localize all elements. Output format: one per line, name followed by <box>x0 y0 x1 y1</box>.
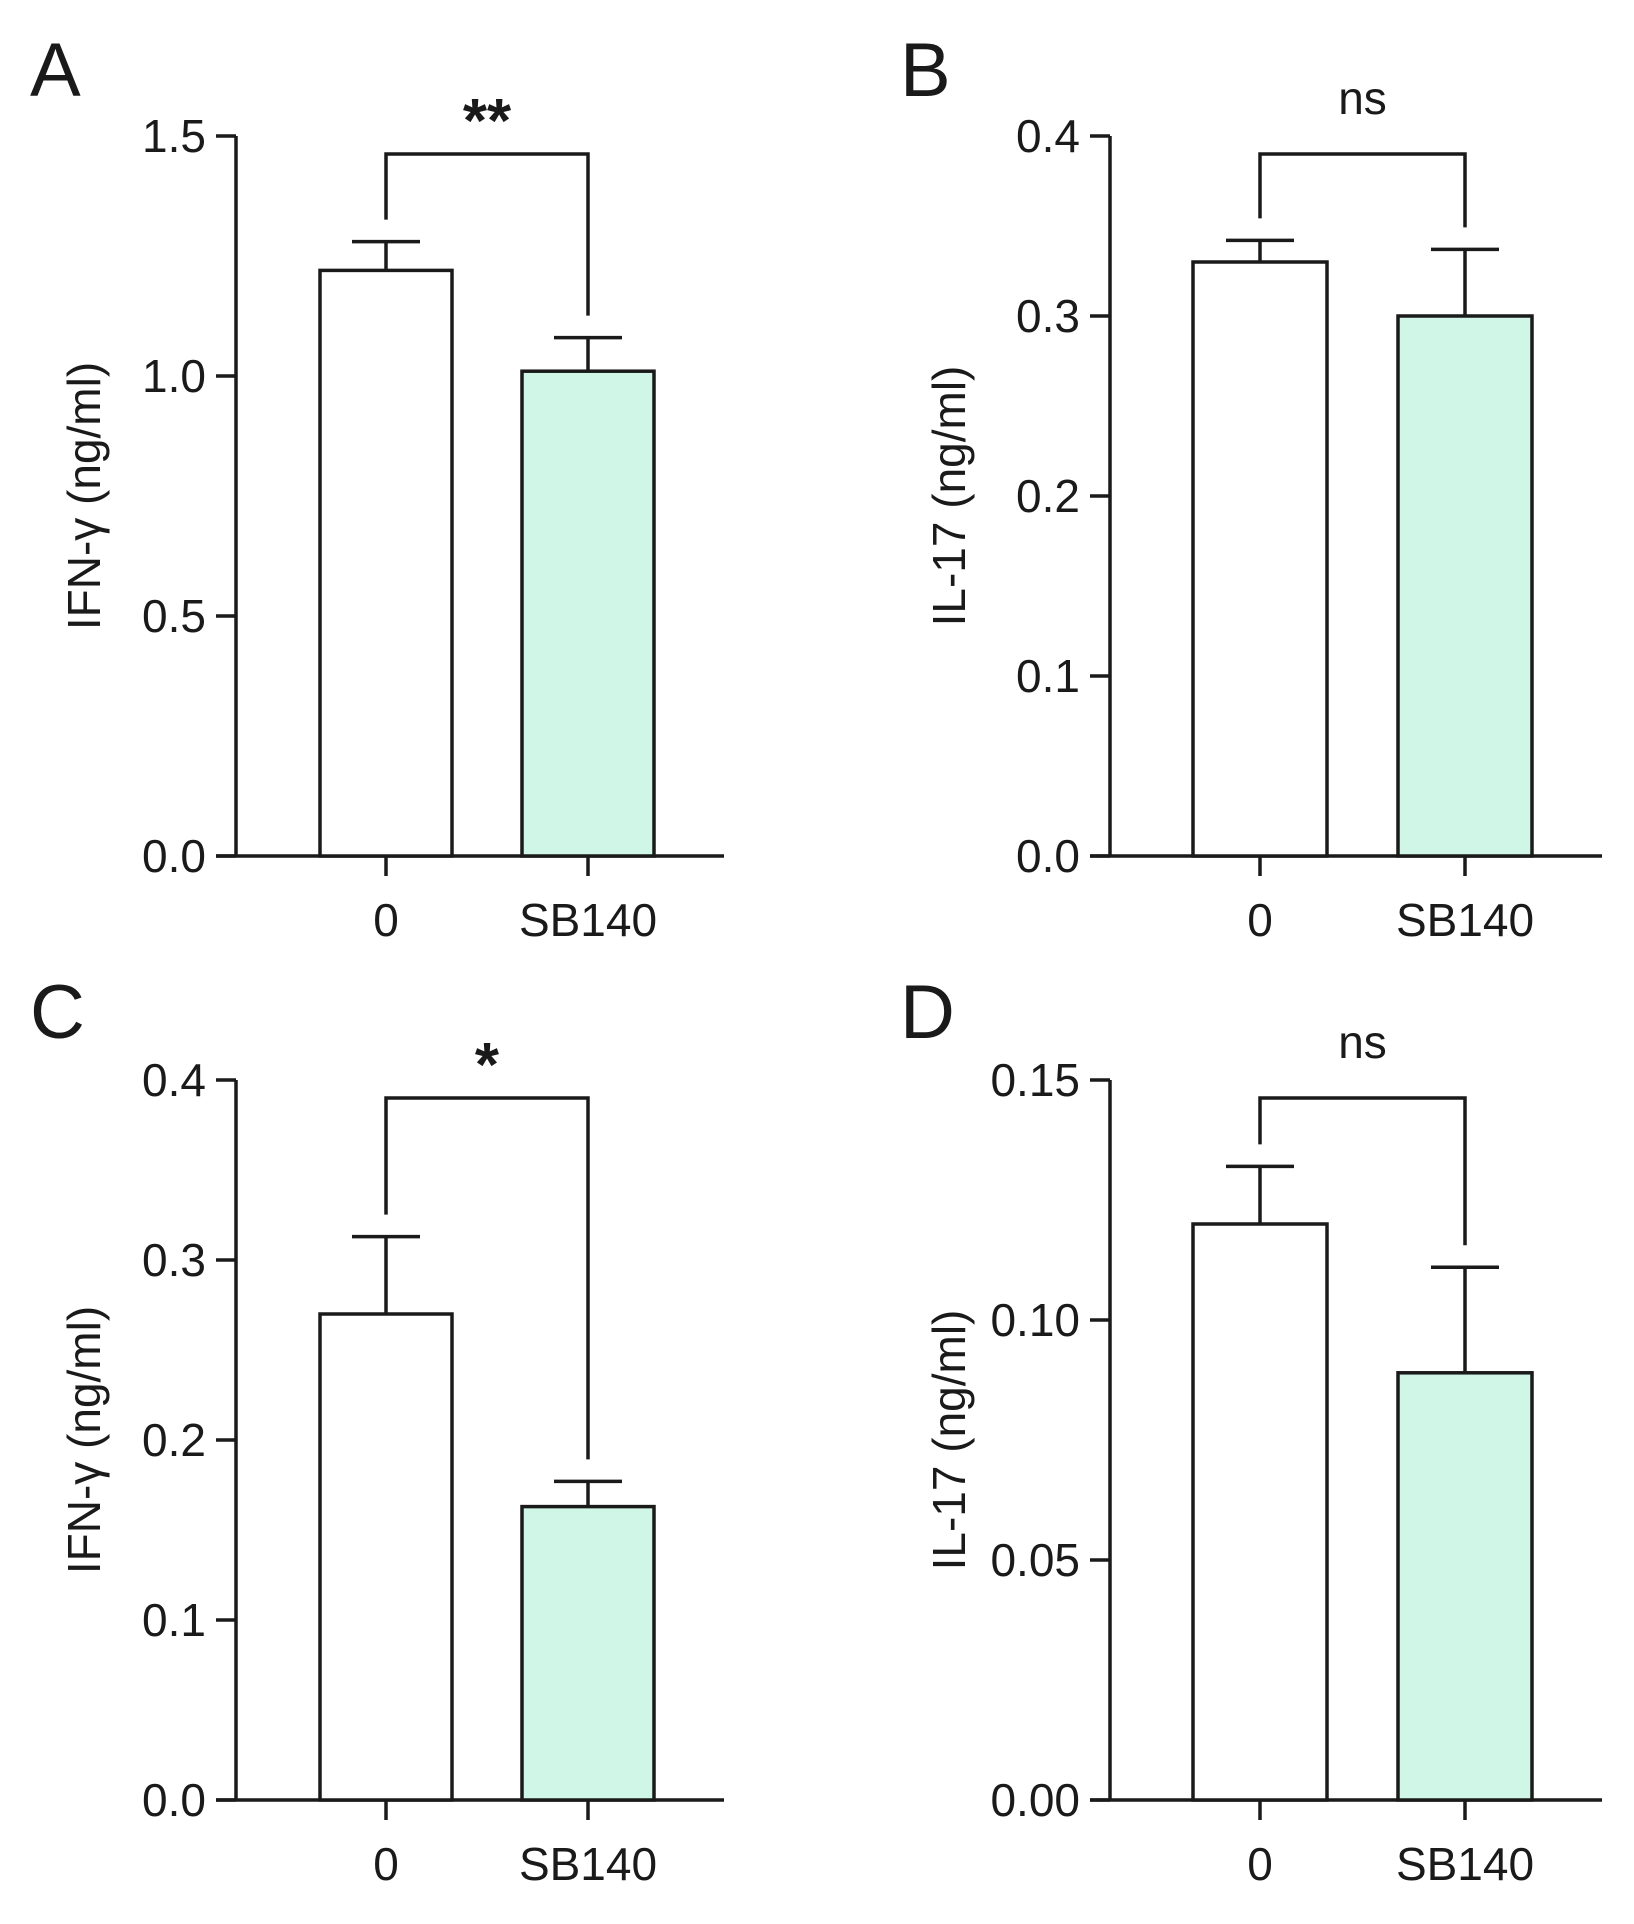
bar-sb140 <box>1396 314 1534 858</box>
significance-label: ns <box>1338 1016 1387 1068</box>
x-tick-label: 0 <box>1247 1838 1273 1890</box>
x-tick-label: 0 <box>1247 894 1273 946</box>
x-tick-label: SB140 <box>1396 1838 1534 1890</box>
bar-sb140 <box>520 1504 656 1802</box>
y-tick-label: 0.15 <box>990 1054 1080 1106</box>
panel-d: D 0.00 0.05 0.10 0.15 IL-17 (ng/ml) 0 SB140 ns <box>900 970 1602 1890</box>
y-tick-label: 0.1 <box>1016 650 1080 702</box>
bar-sb140 <box>520 369 656 858</box>
x-tick-label: SB140 <box>519 1838 657 1890</box>
significance-bracket <box>1258 1096 1467 1246</box>
significance-bracket <box>1258 152 1467 228</box>
y-tick-label: 0.00 <box>990 1774 1080 1826</box>
significance-label: ** <box>463 87 512 156</box>
y-axis-title: IFN-γ (ng/ml) <box>58 1306 110 1574</box>
x-tick-label: SB140 <box>1396 894 1534 946</box>
y-axis-title: IFN-γ (ng/ml) <box>58 362 110 630</box>
y-tick-label: 0.5 <box>142 590 206 642</box>
y-tick-label: 0.05 <box>990 1534 1080 1586</box>
panel-letter: D <box>900 970 955 1055</box>
y-tick-label: 0.0 <box>142 830 206 882</box>
significance-label: ns <box>1338 72 1387 124</box>
panel-letter: B <box>900 28 951 113</box>
bar-control <box>1191 260 1329 858</box>
x-tick-label: 0 <box>373 894 399 946</box>
panel-letter: C <box>30 970 85 1055</box>
bar-control <box>1191 1222 1329 1802</box>
panel-b: B 0.0 0.1 0.2 0.3 0.4 IL-17 (ng/ml) 0 SB140 ns <box>900 28 1602 946</box>
y-tick-label: 0.4 <box>142 1054 206 1106</box>
y-tick-label: 1.0 <box>142 350 206 402</box>
y-tick-label: 0.2 <box>142 1414 206 1466</box>
bar-control <box>318 268 454 858</box>
panel-letter: A <box>30 28 81 113</box>
y-tick-label: 0.3 <box>142 1234 206 1286</box>
y-tick-label: 0.1 <box>142 1594 206 1646</box>
significance-bracket <box>384 1096 590 1460</box>
y-tick-label: 0.2 <box>1016 470 1080 522</box>
y-tick-label: 0.3 <box>1016 290 1080 342</box>
bar-sb140 <box>1396 1371 1534 1802</box>
y-tick-label: 0.0 <box>1016 830 1080 882</box>
y-axis-title: IL-17 (ng/ml) <box>923 1310 975 1571</box>
significance-label: * <box>475 1031 500 1100</box>
bar-control <box>318 1312 454 1802</box>
significance-bracket <box>384 152 590 316</box>
panel-a: A 0.0 0.5 1.0 1.5 IFN-γ (ng/ml) 0 SB140 ** <box>30 28 724 946</box>
y-tick-label: 0.10 <box>990 1294 1080 1346</box>
panel-c: C 0.0 0.1 0.2 0.3 0.4 IFN-γ (ng/ml) 0 SB140 * <box>30 970 724 1890</box>
x-tick-label: SB140 <box>519 894 657 946</box>
y-tick-label: 0.0 <box>142 1774 206 1826</box>
y-tick-label: 0.4 <box>1016 110 1080 162</box>
y-axis-title: IL-17 (ng/ml) <box>923 366 975 627</box>
x-tick-label: 0 <box>373 1838 399 1890</box>
y-tick-label: 1.5 <box>142 110 206 162</box>
